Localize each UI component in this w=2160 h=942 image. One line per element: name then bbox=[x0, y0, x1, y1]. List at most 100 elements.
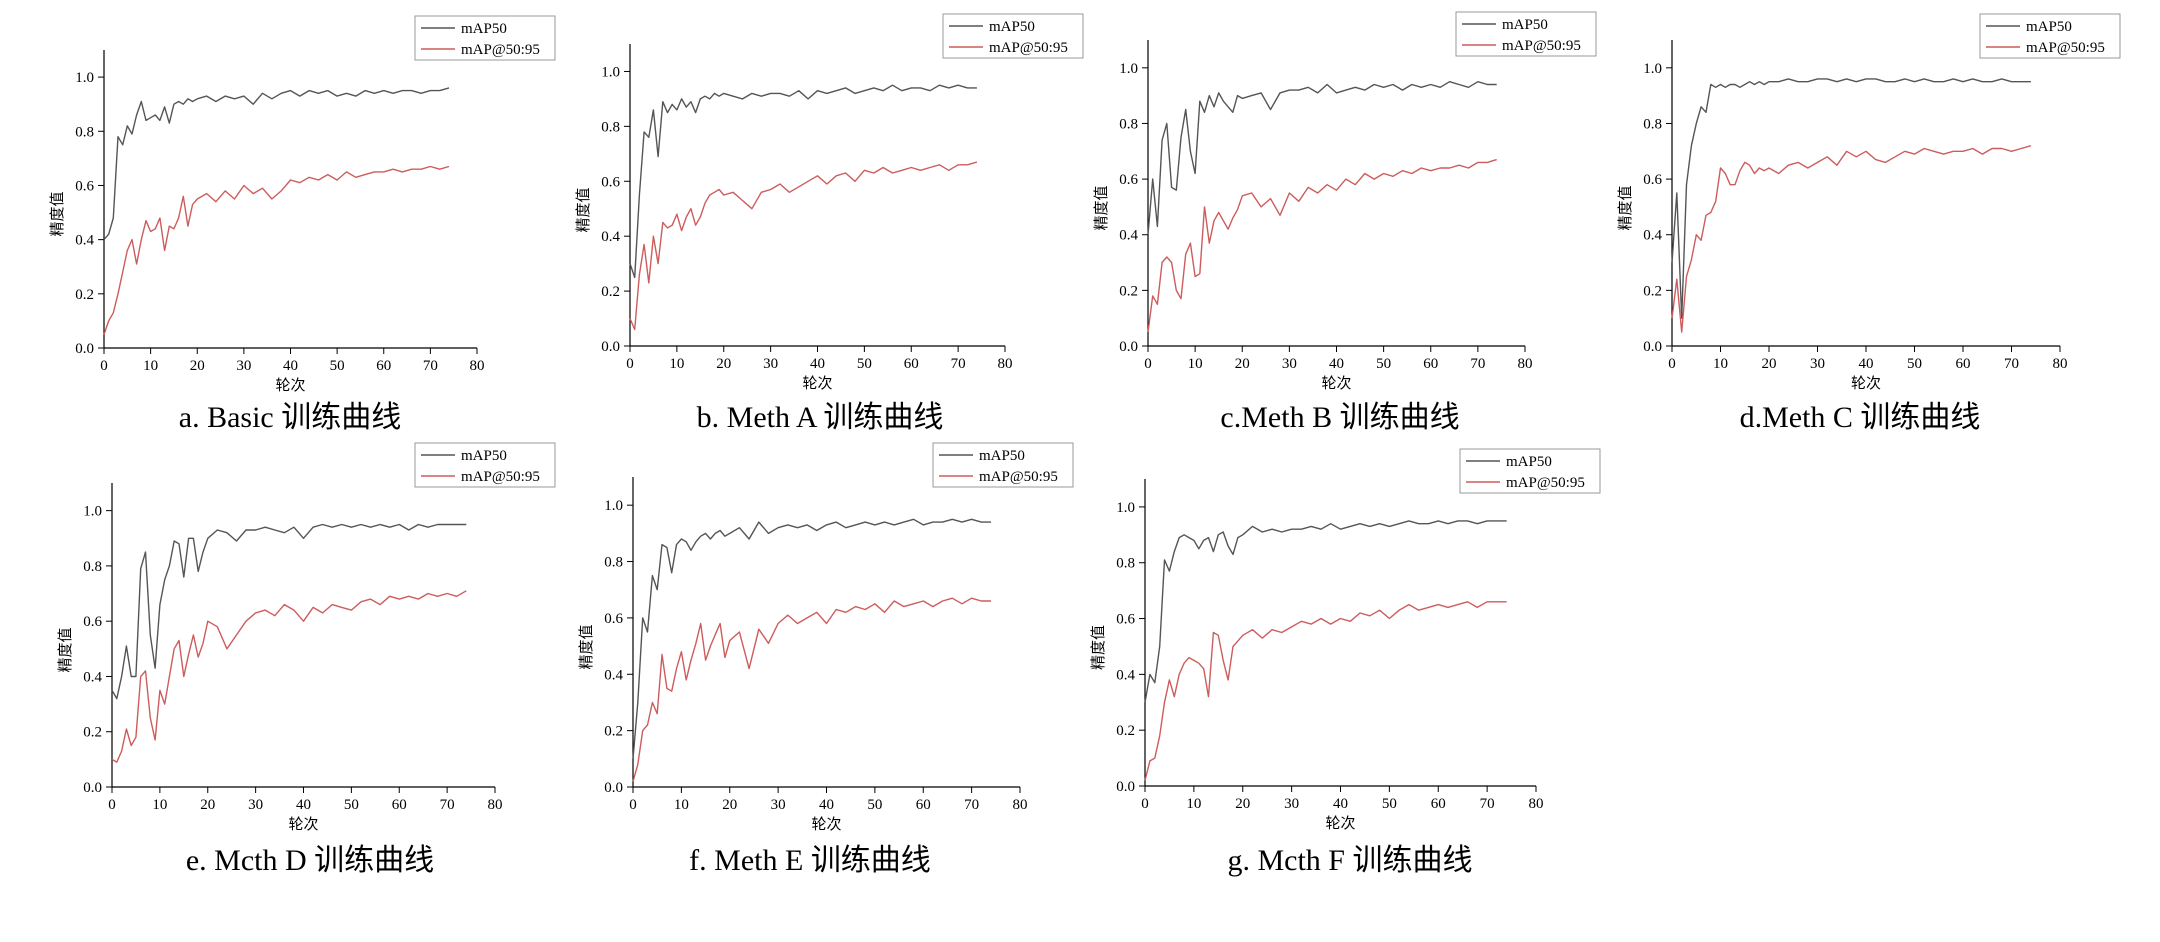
y-tick-label: 0.8 bbox=[1643, 116, 1662, 132]
x-axis-label: 轮次 bbox=[1325, 815, 1355, 832]
x-tick-label: 80 bbox=[2053, 356, 2068, 372]
legend-label-map5095: mAP@50:95 bbox=[989, 40, 1068, 56]
y-tick-label: 1.0 bbox=[1116, 500, 1135, 516]
y-axis-label: 精度值 bbox=[1617, 185, 1634, 230]
x-tick-label: 30 bbox=[248, 797, 263, 813]
y-tick-label: 0.6 bbox=[604, 611, 623, 627]
x-tick-label: 10 bbox=[1713, 356, 1728, 372]
series-line-map50 bbox=[103, 87, 450, 241]
x-tick-label: 70 bbox=[964, 797, 979, 813]
x-tick-label: 10 bbox=[1186, 796, 1201, 812]
y-axis-label: 精度值 bbox=[578, 624, 595, 669]
y-tick-label: 0.0 bbox=[75, 341, 94, 357]
x-tick-label: 30 bbox=[1282, 356, 1297, 372]
chart-caption: a. Basic 训练曲线 bbox=[179, 401, 401, 434]
y-tick-label: 0.4 bbox=[83, 669, 102, 685]
x-tick-label: 40 bbox=[1333, 796, 1348, 812]
legend-label-map50: mAP50 bbox=[1506, 454, 1552, 470]
x-tick-label: 30 bbox=[1284, 796, 1299, 812]
y-tick-label: 1.0 bbox=[601, 64, 620, 80]
x-tick-label: 50 bbox=[1376, 356, 1391, 372]
series-line-map5095 bbox=[1144, 601, 1507, 781]
legend-label-map5095: mAP@50:95 bbox=[461, 469, 540, 485]
x-tick-label: 10 bbox=[674, 797, 689, 813]
y-tick-label: 0.6 bbox=[1119, 172, 1138, 188]
legend: mAP50 mAP@50:95 bbox=[932, 442, 1074, 488]
legend-label-map50: mAP50 bbox=[461, 448, 507, 464]
x-tick-label: 0 bbox=[100, 358, 108, 374]
x-tick-label: 50 bbox=[330, 358, 345, 374]
x-tick-label: 20 bbox=[1762, 356, 1777, 372]
legend-label-map5095: mAP@50:95 bbox=[1502, 38, 1581, 54]
chart-caption: b. Meth A 训练曲线 bbox=[697, 401, 944, 434]
x-tick-label: 20 bbox=[200, 797, 215, 813]
x-tick-label: 80 bbox=[998, 356, 1013, 372]
x-tick-label: 0 bbox=[1144, 356, 1152, 372]
x-tick-label: 10 bbox=[669, 356, 684, 372]
x-tick-label: 50 bbox=[1907, 356, 1922, 372]
chart-caption: c.Meth B 训练曲线 bbox=[1220, 401, 1459, 434]
y-axis-label: 精度值 bbox=[57, 627, 74, 672]
y-tick-label: 0.0 bbox=[1119, 339, 1138, 355]
x-tick-label: 20 bbox=[1235, 356, 1250, 372]
y-tick-label: 1.0 bbox=[1119, 61, 1138, 77]
x-axis-label: 轮次 bbox=[802, 375, 832, 392]
y-tick-label: 0.2 bbox=[1119, 283, 1138, 299]
legend-box bbox=[414, 442, 556, 488]
chart-panel-e: 0 10 20 30 40 50 60 70 80 0.0 0.2 0.4 0.6 0.8 1.0 轮次 精度值… bbox=[57, 442, 556, 877]
y-tick-label: 0.2 bbox=[1643, 283, 1662, 299]
x-tick-label: 70 bbox=[1480, 796, 1495, 812]
y-tick-label: 0.6 bbox=[1643, 172, 1662, 188]
series-line-map50 bbox=[1671, 78, 2031, 319]
x-tick-label: 0 bbox=[1668, 356, 1676, 372]
x-tick-label: 0 bbox=[629, 797, 637, 813]
x-tick-label: 70 bbox=[1470, 356, 1485, 372]
y-tick-label: 0.2 bbox=[601, 284, 620, 300]
x-tick-label: 30 bbox=[763, 356, 778, 372]
series-line-map5095 bbox=[111, 590, 467, 763]
series-line-map50 bbox=[1144, 520, 1507, 703]
y-tick-label: 0.4 bbox=[604, 667, 623, 683]
chart-panel-b: 0 10 20 30 40 50 60 70 80 0.0 0.2 0.4 0.6 0.8 1.0 轮次 精度值… bbox=[575, 13, 1084, 434]
x-tick-label: 30 bbox=[1810, 356, 1825, 372]
y-tick-label: 0.8 bbox=[83, 559, 102, 575]
x-tick-label: 60 bbox=[1956, 356, 1971, 372]
x-tick-label: 40 bbox=[819, 797, 834, 813]
legend-label-map50: mAP50 bbox=[461, 21, 507, 37]
series-line-map5095 bbox=[103, 165, 450, 335]
y-tick-label: 0.6 bbox=[601, 174, 620, 190]
x-tick-label: 30 bbox=[771, 797, 786, 813]
x-tick-label: 80 bbox=[1013, 797, 1028, 813]
legend-box bbox=[414, 15, 556, 61]
y-tick-label: 0.0 bbox=[1643, 339, 1662, 355]
x-tick-label: 80 bbox=[470, 358, 485, 374]
chart-panel-g: 0 10 20 30 40 50 60 70 80 0.0 0.2 0.4 0.6 0.8 1.0 轮次 精度值… bbox=[1090, 448, 1601, 877]
y-tick-label: 0.0 bbox=[83, 780, 102, 796]
chart-panel-a: 0 10 20 30 40 50 60 70 80 0.0 0.2 0.4 0.6 0.8 1.0 轮次 精度值… bbox=[49, 15, 556, 434]
chart-caption: d.Meth C 训练曲线 bbox=[1740, 401, 1981, 434]
x-tick-label: 50 bbox=[1382, 796, 1397, 812]
y-tick-label: 1.0 bbox=[1643, 61, 1662, 77]
x-tick-label: 0 bbox=[1141, 796, 1149, 812]
x-tick-label: 70 bbox=[440, 797, 455, 813]
x-tick-label: 40 bbox=[1859, 356, 1874, 372]
x-tick-label: 60 bbox=[1431, 796, 1446, 812]
y-tick-label: 0.2 bbox=[75, 287, 94, 303]
series-line-map50 bbox=[629, 84, 977, 279]
x-tick-label: 0 bbox=[626, 356, 634, 372]
legend-label-map5095: mAP@50:95 bbox=[2026, 40, 2105, 56]
y-axis-label: 精度值 bbox=[1090, 625, 1107, 670]
x-axis-label: 轮次 bbox=[811, 816, 841, 833]
x-axis-label: 轮次 bbox=[288, 816, 318, 833]
y-tick-label: 0.4 bbox=[1643, 228, 1662, 244]
chart-caption: f. Meth E 训练曲线 bbox=[689, 844, 931, 877]
y-axis-label: 精度值 bbox=[1093, 185, 1110, 230]
y-tick-label: 0.8 bbox=[1119, 116, 1138, 132]
y-tick-label: 0.8 bbox=[601, 119, 620, 135]
legend-box bbox=[932, 442, 1074, 488]
x-tick-label: 20 bbox=[1235, 796, 1250, 812]
legend-label-map50: mAP50 bbox=[979, 448, 1025, 464]
legend: mAP50 mAP@50:95 bbox=[942, 13, 1084, 59]
x-tick-label: 60 bbox=[916, 797, 931, 813]
